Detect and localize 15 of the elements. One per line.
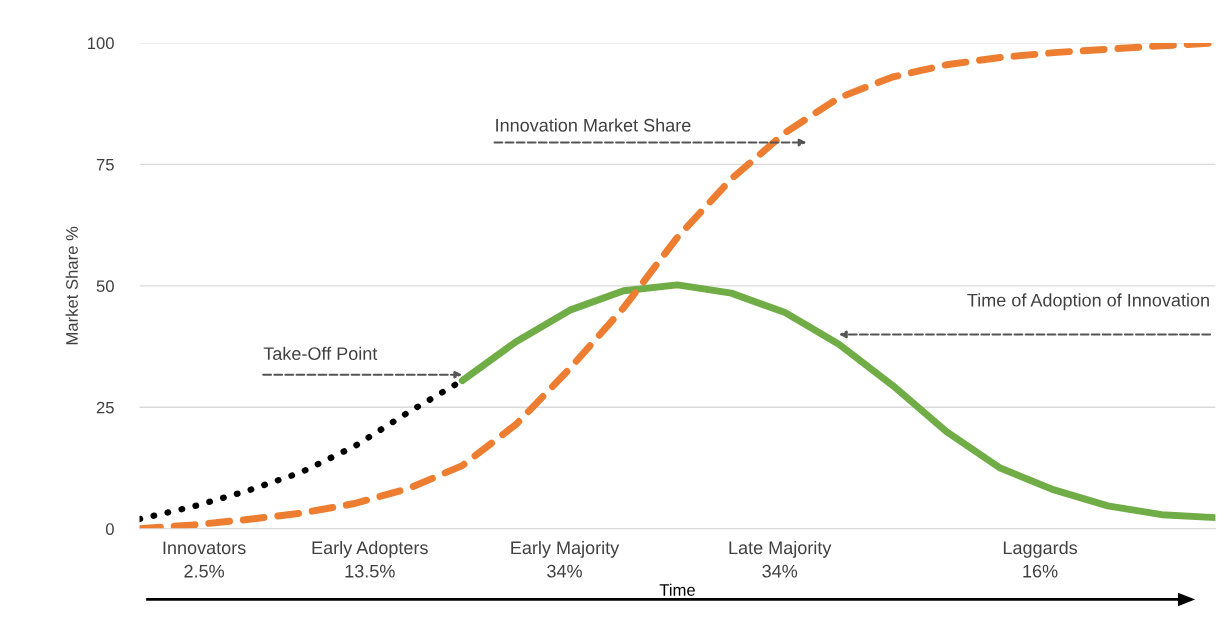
- text: Innovators 2.5%: [163, 541, 246, 578]
- x-axis-title: Time: [659, 583, 695, 596]
- text: Early Adopters 13.5%: [312, 540, 428, 578]
- y-tick-label: 75: [96, 158, 114, 171]
- text: Laggards 16%: [1003, 540, 1078, 578]
- text: Early Majority 34%: [511, 540, 620, 578]
- y-tick-label: 25: [96, 401, 114, 414]
- annotation: Innovation Market Share: [496, 118, 691, 132]
- annotation: Take-Off Point: [263, 346, 378, 361]
- y-tick-label: 100: [88, 37, 114, 50]
- y-tick-label: 0: [105, 523, 114, 535]
- y-tick-label: 50: [96, 280, 114, 293]
- text: Late Majority 34%: [729, 540, 832, 578]
- annotation: Time of Adoption of Innovation: [967, 293, 1209, 311]
- y-axis-title: Market Share %: [65, 226, 78, 345]
